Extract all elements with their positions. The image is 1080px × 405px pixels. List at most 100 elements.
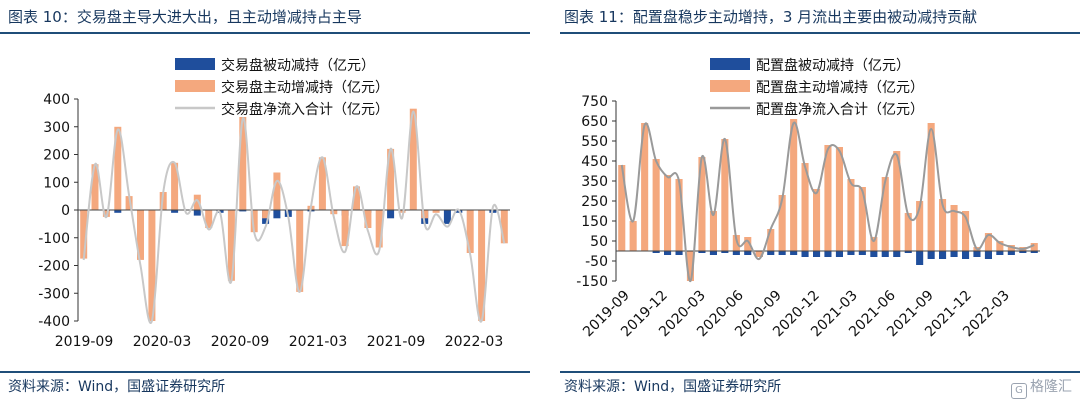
bar — [250, 210, 258, 233]
bar — [102, 210, 110, 217]
x-tick-label: 2021-03 — [289, 334, 348, 350]
y-tick-label: 200 — [43, 148, 70, 164]
source-note: 资料来源：Wind，国盛证券研究所 — [564, 379, 782, 395]
legend-swatch — [710, 80, 750, 92]
bar — [114, 210, 122, 213]
bar — [835, 251, 843, 257]
bar — [641, 123, 649, 251]
y-tick-label: -100 — [38, 231, 70, 247]
bar — [698, 251, 706, 253]
bar — [767, 229, 775, 251]
y-tick-label: 150 — [581, 214, 608, 230]
bar — [847, 251, 855, 255]
bar — [205, 210, 213, 228]
y-tick-label: 550 — [581, 134, 608, 150]
bar — [353, 186, 360, 210]
y-tick-label: 750 — [581, 94, 608, 110]
bar — [1019, 251, 1027, 253]
source-note: 资料来源：Wind，国盛证券研究所 — [8, 379, 226, 395]
bar — [744, 237, 752, 251]
source-divider — [560, 371, 1080, 373]
y-tick-label: 0 — [61, 203, 70, 219]
bar — [148, 210, 156, 321]
bar — [443, 210, 451, 224]
bar — [709, 211, 717, 251]
bar — [80, 210, 88, 259]
bar — [881, 251, 889, 257]
y-tick-label: 250 — [581, 194, 608, 210]
bar — [824, 145, 832, 251]
legend-label: 交易盘主动增减持（亿元） — [221, 79, 389, 96]
bar — [273, 210, 281, 219]
bar — [193, 194, 201, 210]
bar — [1030, 251, 1038, 253]
bar — [755, 251, 763, 257]
series-line — [620, 121, 1035, 283]
y-tick-label: 100 — [43, 175, 70, 191]
bar — [962, 211, 970, 251]
bar — [870, 237, 878, 251]
bar — [996, 251, 1004, 255]
bar — [478, 210, 486, 321]
bar — [801, 251, 809, 257]
bar — [675, 251, 683, 255]
bar — [432, 210, 440, 213]
bar — [409, 108, 417, 210]
title-divider — [0, 32, 530, 34]
bar — [893, 151, 901, 251]
title-divider — [560, 32, 1080, 34]
series-line — [82, 110, 506, 324]
bar — [950, 205, 958, 251]
bar — [732, 235, 740, 251]
bar — [939, 251, 947, 259]
legend-label: 配置盘主动增减持（亿元） — [756, 79, 924, 96]
x-tick-label: 2020-09 — [211, 334, 270, 350]
bar — [721, 251, 729, 253]
bar — [835, 147, 843, 251]
bar — [137, 210, 144, 260]
bar — [813, 189, 821, 251]
y-tick-label: -300 — [38, 286, 70, 302]
y-tick-label: -200 — [38, 259, 70, 275]
bar — [916, 251, 924, 265]
bar — [916, 201, 924, 251]
bar — [664, 251, 672, 255]
bar — [767, 251, 775, 255]
bar — [171, 162, 179, 210]
bar — [114, 126, 122, 211]
bar — [125, 196, 133, 210]
source-divider — [0, 371, 530, 373]
bar — [790, 119, 798, 251]
y-tick-label: 300 — [43, 120, 70, 136]
y-tick-label: 350 — [581, 174, 608, 190]
y-tick-label: -400 — [38, 314, 70, 330]
bar — [732, 251, 740, 255]
bar — [801, 163, 809, 251]
bar — [790, 251, 798, 255]
bar — [904, 213, 912, 251]
bar — [675, 179, 683, 251]
bar — [227, 210, 235, 281]
y-tick-label: -150 — [576, 274, 608, 290]
legend-swatch — [175, 58, 215, 70]
bar — [778, 195, 786, 251]
bar — [927, 251, 935, 259]
legend-swatch — [710, 58, 750, 70]
bar — [466, 210, 474, 253]
bar — [1007, 251, 1015, 255]
bar — [939, 199, 947, 251]
bar — [893, 251, 901, 257]
bar — [364, 210, 372, 228]
y-tick-label: 650 — [581, 114, 608, 130]
bar — [239, 210, 247, 212]
legend-label: 交易盘净流入合计（亿元） — [221, 101, 389, 118]
bar — [500, 210, 508, 244]
x-tick-label: 2021-09 — [367, 334, 426, 350]
bar — [318, 157, 326, 210]
y-tick-label: 400 — [43, 92, 70, 108]
chart-right-svg: 75065055045035025015050-50-1502019-09201… — [576, 57, 1040, 340]
bar — [629, 221, 637, 251]
legend-label: 配置盘净流入合计（亿元） — [756, 101, 924, 118]
bar — [273, 172, 281, 210]
watermark-text: 格隆汇 — [1030, 379, 1072, 395]
